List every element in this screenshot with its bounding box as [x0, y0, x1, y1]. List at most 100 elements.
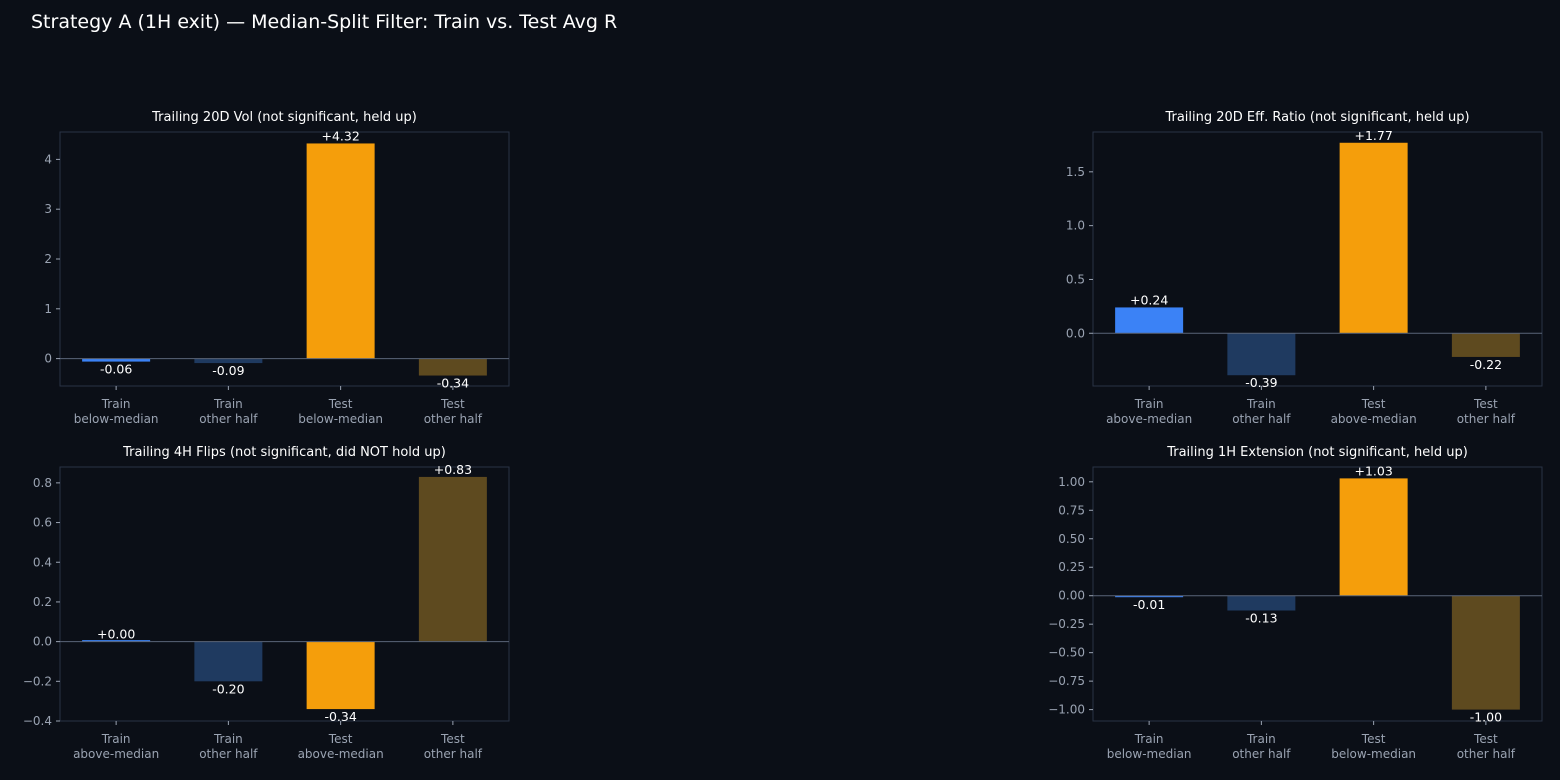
x-tick-label-line: Train — [101, 732, 131, 746]
bar — [1227, 333, 1296, 376]
x-tick-label: Train below-median — [74, 397, 159, 426]
x-tick-label-line: other half — [424, 412, 483, 426]
x-tick-label: Test other half — [1457, 732, 1516, 761]
y-tick-label: 3 — [44, 202, 52, 216]
x-tick-label-line: Test — [1473, 397, 1498, 411]
y-tick-label: 1.5 — [1066, 165, 1085, 179]
y-tick-label: 2 — [44, 252, 52, 266]
x-tick-label-line: below-median — [1331, 747, 1416, 761]
data-label: -0.13 — [1245, 611, 1277, 626]
bar — [1339, 478, 1408, 596]
x-tick-label: Train above-median — [73, 732, 159, 761]
bar — [194, 358, 263, 364]
x-tick-label-line: other half — [1232, 412, 1291, 426]
chart-svg: Trailing 4H Flips (not significant, did … — [23, 445, 510, 761]
x-tick-label-line: below-median — [298, 412, 383, 426]
bar — [418, 358, 487, 376]
y-tick-label: 0.5 — [1066, 272, 1085, 286]
chart-svg: Trailing 20D Vol (not significant, held … — [44, 110, 510, 426]
x-tick-label: Train other half — [1232, 397, 1291, 426]
data-label: -0.09 — [212, 363, 244, 378]
x-tick-label-line: Train — [1246, 397, 1276, 411]
data-label: -0.39 — [1245, 375, 1277, 390]
bar — [1339, 142, 1408, 334]
x-tick-label-line: below-median — [74, 412, 159, 426]
x-tick-label-line: above-median — [298, 747, 384, 761]
x-tick-label-line: other half — [1457, 747, 1516, 761]
data-label: -0.20 — [212, 681, 244, 696]
y-tick-label: 1 — [44, 302, 52, 316]
chart-svg: Trailing 1H Extension (not significant, … — [1048, 445, 1543, 761]
bar — [194, 641, 263, 682]
x-tick-label-line: other half — [199, 747, 258, 761]
y-tick-label: 0 — [44, 352, 52, 366]
x-tick-label: Train below-median — [1107, 732, 1192, 761]
bar — [1115, 595, 1184, 598]
y-tick-label: −0.50 — [1048, 646, 1085, 660]
chart-panel-trailing-4h-flips: Trailing 4H Flips (not significant, did … — [0, 435, 520, 765]
y-tick-label: −0.75 — [1048, 674, 1085, 688]
chart-panel-trailing-20d-vol: Trailing 20D Vol (not significant, held … — [0, 100, 520, 430]
x-tick-label: Test other half — [1457, 397, 1516, 426]
y-tick-label: 0.00 — [1058, 589, 1085, 603]
y-tick-label: 0.75 — [1058, 503, 1085, 517]
data-label: -1.00 — [1470, 710, 1502, 725]
y-tick-label: −0.2 — [23, 674, 52, 688]
x-tick-label-line: Test — [1473, 732, 1498, 746]
bar — [82, 640, 151, 642]
x-tick-label: Train other half — [1232, 732, 1291, 761]
bar — [1451, 595, 1520, 710]
y-tick-label: 1.00 — [1058, 475, 1085, 489]
x-tick-label: Test other half — [424, 397, 483, 426]
x-tick-label-line: other half — [199, 412, 258, 426]
y-tick-label: 0.8 — [33, 476, 52, 490]
x-tick-label-line: below-median — [1107, 747, 1192, 761]
x-tick-label-line: Train — [101, 397, 131, 411]
data-label: +0.24 — [1130, 292, 1168, 307]
x-tick-label-line: Train — [1134, 732, 1164, 746]
data-label: -0.06 — [100, 362, 132, 377]
bar — [1115, 307, 1184, 334]
plot-frame — [1092, 131, 1543, 387]
y-tick-label: −0.25 — [1048, 617, 1085, 631]
x-tick-label: Train above-median — [1106, 397, 1192, 426]
y-tick-label: 0.50 — [1058, 532, 1085, 546]
x-tick-label: Test below-median — [298, 397, 383, 426]
y-tick-label: 0.0 — [1066, 326, 1085, 340]
plot-frame — [59, 466, 510, 722]
bar — [306, 641, 375, 710]
y-tick-label: 0.6 — [33, 516, 52, 530]
data-label: +4.32 — [321, 128, 359, 143]
x-tick-label-line: Test — [440, 397, 465, 411]
data-label: +1.03 — [1354, 463, 1392, 478]
x-tick-label-line: Train — [1246, 732, 1276, 746]
data-label: -0.34 — [324, 709, 356, 724]
data-label: +1.77 — [1354, 128, 1392, 143]
x-tick-label-line: other half — [1457, 412, 1516, 426]
y-tick-label: 0.0 — [33, 635, 52, 649]
x-tick-label: Test above-median — [1331, 397, 1417, 426]
x-tick-label-line: Train — [1134, 397, 1164, 411]
figure-title: Strategy A (1H exit) — Median-Split Filt… — [31, 11, 618, 33]
bar — [1451, 333, 1520, 357]
x-tick-label-line: Test — [328, 397, 353, 411]
x-tick-label-line: Train — [213, 732, 243, 746]
x-tick-label-line: Test — [1361, 397, 1386, 411]
x-tick-label-line: above-median — [1331, 412, 1417, 426]
chart-title: Trailing 20D Eff. Ratio (not significant… — [1164, 110, 1469, 125]
chart-title: Trailing 1H Extension (not significant, … — [1166, 445, 1468, 460]
y-tick-label: 0.4 — [33, 555, 52, 569]
y-tick-label: 4 — [44, 152, 52, 166]
data-label: +0.00 — [97, 627, 135, 642]
chart-panel-trailing-1h-extension: Trailing 1H Extension (not significant, … — [1033, 435, 1553, 765]
bar — [82, 358, 151, 362]
x-tick-label: Train other half — [199, 397, 258, 426]
data-label: +0.83 — [434, 462, 472, 477]
x-tick-label-line: above-median — [73, 747, 159, 761]
bar — [1227, 595, 1296, 611]
data-label: -0.22 — [1470, 357, 1502, 372]
x-tick-label-line: Test — [1361, 732, 1386, 746]
y-tick-label: 0.2 — [33, 595, 52, 609]
bar — [418, 476, 487, 642]
data-label: -0.01 — [1133, 597, 1165, 612]
